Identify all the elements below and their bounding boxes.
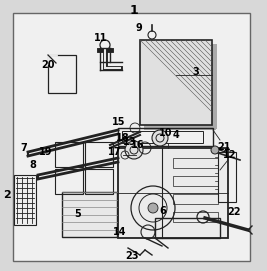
Bar xyxy=(122,131,160,143)
Text: 21: 21 xyxy=(217,142,231,152)
Bar xyxy=(85,142,113,167)
Bar xyxy=(172,176,218,186)
Bar xyxy=(212,44,217,129)
Bar xyxy=(118,128,213,146)
Circle shape xyxy=(152,130,168,146)
Bar xyxy=(172,158,218,168)
Circle shape xyxy=(211,146,219,154)
Text: 11: 11 xyxy=(94,33,108,43)
Bar xyxy=(165,131,203,143)
Text: 19: 19 xyxy=(39,147,53,157)
Text: 13: 13 xyxy=(123,137,137,147)
Text: 7: 7 xyxy=(21,143,28,153)
Bar xyxy=(218,152,236,202)
Bar xyxy=(140,40,212,125)
Text: 3: 3 xyxy=(193,67,199,77)
Text: 4: 4 xyxy=(173,130,179,140)
Text: 2: 2 xyxy=(3,190,11,200)
Text: 17: 17 xyxy=(108,147,122,157)
Text: 12: 12 xyxy=(223,150,237,160)
Bar xyxy=(144,125,216,130)
Text: 10: 10 xyxy=(159,128,173,138)
Text: 9: 9 xyxy=(136,23,142,33)
Bar xyxy=(155,218,220,238)
Text: 18: 18 xyxy=(116,133,130,143)
Text: 23: 23 xyxy=(125,251,139,261)
Text: 15: 15 xyxy=(112,117,126,127)
Text: 22: 22 xyxy=(227,207,241,217)
Text: 1: 1 xyxy=(129,4,138,17)
Text: 8: 8 xyxy=(30,160,36,170)
Bar xyxy=(14,175,36,225)
Bar xyxy=(62,192,117,237)
Text: 16: 16 xyxy=(131,140,145,150)
Bar xyxy=(172,212,218,222)
Bar xyxy=(172,194,218,204)
Bar xyxy=(55,169,83,194)
Bar xyxy=(118,148,228,238)
Circle shape xyxy=(148,203,158,213)
Bar xyxy=(13,13,250,261)
Text: 6: 6 xyxy=(160,206,166,216)
Bar xyxy=(85,169,113,194)
Text: 5: 5 xyxy=(74,209,81,219)
Bar xyxy=(55,142,83,167)
Text: 20: 20 xyxy=(41,60,55,70)
Text: 14: 14 xyxy=(113,227,127,237)
Circle shape xyxy=(125,141,143,159)
